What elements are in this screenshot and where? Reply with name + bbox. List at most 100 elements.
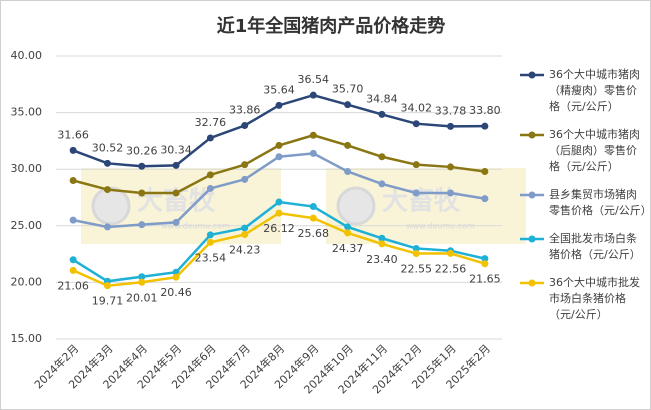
data-point [206, 238, 214, 246]
data-point [447, 122, 455, 130]
data-point [481, 255, 489, 263]
legend-item: 36个大中城市猪肉（后腿肉）零售价格（元/公斤） [519, 127, 647, 175]
legend-item: 36个大中城市猪肉（精瘦肉）零售价格（元/公斤） [519, 67, 647, 115]
legend-dot [528, 71, 536, 79]
data-point [412, 120, 420, 128]
legend-label: 36个大中城市猪肉（后腿肉）零售价格（元/公斤） [549, 128, 640, 173]
data-label: 31.66 [57, 128, 89, 141]
data-label: 35.70 [332, 83, 364, 96]
legend-marker [520, 279, 544, 287]
data-point [241, 175, 249, 183]
data-point [69, 216, 77, 224]
legend: 36个大中城市猪肉（精瘦肉）零售价格（元/公斤） 36个大中城市猪肉（后腿肉）零售… [519, 67, 651, 323]
legend-item: 全国批发市场白条猪价格（元/公斤） [519, 231, 647, 263]
data-label: 20.01 [126, 291, 158, 304]
data-label: 19.71 [92, 295, 124, 308]
data-point [206, 134, 214, 142]
data-point [378, 240, 386, 248]
y-tick-label: 25.00 [11, 219, 43, 232]
data-point [172, 161, 180, 169]
data-point [447, 163, 455, 171]
legend-dot [528, 191, 536, 199]
data-point [344, 229, 352, 237]
data-point [481, 167, 489, 175]
y-tick-label: 15.00 [11, 332, 43, 345]
data-label: 33.78 [435, 104, 467, 117]
data-point [378, 110, 386, 118]
data-point [447, 189, 455, 197]
data-point [172, 273, 180, 281]
legend-dot [528, 279, 536, 287]
data-label: 24.23 [229, 244, 261, 257]
data-label: 30.26 [126, 144, 158, 157]
data-point [103, 186, 111, 194]
data-label: 32.76 [195, 116, 227, 129]
data-point [309, 214, 317, 222]
data-point [103, 282, 111, 290]
data-point [206, 184, 214, 192]
data-point [275, 101, 283, 109]
data-point [138, 273, 146, 281]
data-label: 21.65 [469, 273, 501, 286]
data-point [344, 167, 352, 175]
data-point [412, 250, 420, 258]
data-label: 30.52 [92, 141, 124, 154]
data-point [309, 149, 317, 157]
legend-item: 县乡集贸市场猪肉零售价格（元/公斤） [519, 187, 651, 219]
data-point [69, 146, 77, 154]
watermark-text: 大畜牧 [382, 186, 461, 217]
data-point [378, 234, 386, 242]
legend-label: 36个大中城市批发市场白条猪价格（元/公斤） [549, 276, 640, 321]
data-point [275, 153, 283, 161]
data-point [241, 231, 249, 239]
data-label: 21.06 [57, 279, 89, 292]
legend-label: 全国批发市场白条猪价格（元/公斤） [549, 232, 641, 261]
data-point [103, 223, 111, 231]
data-point [412, 244, 420, 252]
data-point [412, 161, 420, 169]
data-label: 24.37 [332, 242, 364, 255]
legend-marker [520, 131, 544, 139]
data-point [309, 203, 317, 211]
watermark-logo [91, 186, 131, 226]
legend-label: 36个大中城市猪肉（精瘦肉）零售价格（元/公斤） [549, 68, 640, 113]
data-label: 23.54 [195, 251, 227, 264]
data-label: 23.40 [366, 253, 398, 266]
data-point [344, 223, 352, 231]
data-point [275, 209, 283, 217]
data-point [275, 141, 283, 149]
data-point [481, 260, 489, 268]
data-point [69, 256, 77, 264]
data-point [481, 122, 489, 130]
watermark-logo [336, 186, 376, 226]
data-point [206, 231, 214, 239]
data-label: 34.02 [400, 102, 432, 115]
data-point [138, 221, 146, 229]
legend-item: 36个大中城市批发市场白条猪价格（元/公斤） [519, 275, 647, 323]
data-label: 25.68 [298, 227, 330, 240]
y-tick-label: 40.00 [11, 49, 43, 62]
data-label: 30.34 [160, 143, 192, 156]
legend-label: 县乡集贸市场猪肉零售价格（元/公斤） [549, 188, 651, 217]
legend-dot [528, 131, 536, 139]
data-label: 36.54 [298, 73, 330, 86]
data-label: 22.56 [435, 262, 467, 275]
data-point [241, 224, 249, 232]
data-point [69, 177, 77, 185]
data-point [275, 198, 283, 206]
data-point [344, 141, 352, 149]
data-point [344, 101, 352, 109]
data-point [309, 131, 317, 139]
data-point [69, 266, 77, 274]
data-point [447, 249, 455, 257]
data-point [378, 153, 386, 161]
data-point [138, 278, 146, 286]
legend-dot [528, 235, 536, 243]
data-point [378, 180, 386, 188]
data-label: 33.86 [229, 104, 261, 117]
data-label: 34.84 [366, 92, 398, 105]
data-point [206, 171, 214, 179]
data-point [241, 122, 249, 130]
y-tick-label: 30.00 [11, 162, 43, 175]
